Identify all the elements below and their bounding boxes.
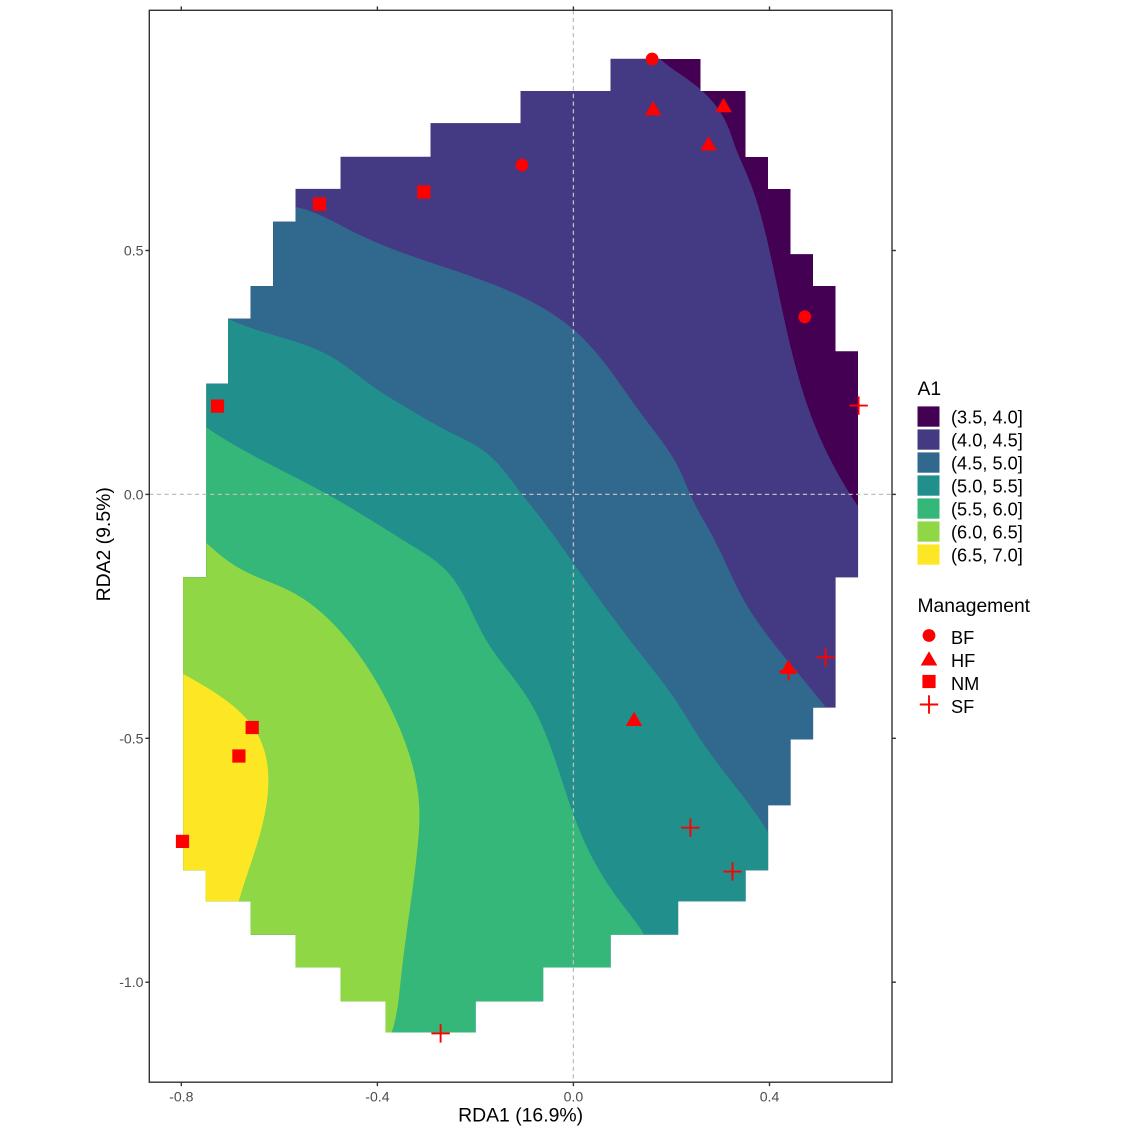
- svg-text:BF: BF: [951, 628, 974, 648]
- svg-text:A1: A1: [918, 379, 942, 400]
- svg-text:0.5: 0.5: [124, 243, 144, 259]
- svg-text:(3.5, 4.0]: (3.5, 4.0]: [951, 408, 1023, 428]
- svg-text:0.0: 0.0: [564, 1089, 584, 1105]
- svg-text:HF: HF: [951, 651, 975, 671]
- svg-text:-0.8: -0.8: [169, 1089, 193, 1105]
- svg-text:NM: NM: [951, 674, 979, 694]
- svg-text:-0.4: -0.4: [365, 1089, 389, 1105]
- svg-text:RDA2 (9.5%): RDA2 (9.5%): [93, 487, 115, 601]
- svg-text:(6.0, 6.5]: (6.0, 6.5]: [951, 523, 1023, 543]
- svg-text:(6.5, 7.0]: (6.5, 7.0]: [951, 546, 1023, 566]
- svg-text:(4.5, 5.0]: (4.5, 5.0]: [951, 454, 1023, 474]
- svg-text:Management: Management: [918, 596, 1031, 617]
- svg-text:(4.0, 4.5]: (4.0, 4.5]: [951, 431, 1023, 451]
- svg-text:0.0: 0.0: [124, 486, 144, 502]
- svg-text:-1.0: -1.0: [119, 974, 143, 990]
- svg-text:-0.5: -0.5: [119, 730, 143, 746]
- svg-text:0.4: 0.4: [760, 1089, 780, 1105]
- svg-text:(5.5, 6.0]: (5.5, 6.0]: [951, 500, 1023, 520]
- svg-text:SF: SF: [951, 697, 974, 717]
- svg-text:(5.0, 5.5]: (5.0, 5.5]: [951, 477, 1023, 497]
- svg-text:RDA1 (16.9%): RDA1 (16.9%): [458, 1105, 583, 1127]
